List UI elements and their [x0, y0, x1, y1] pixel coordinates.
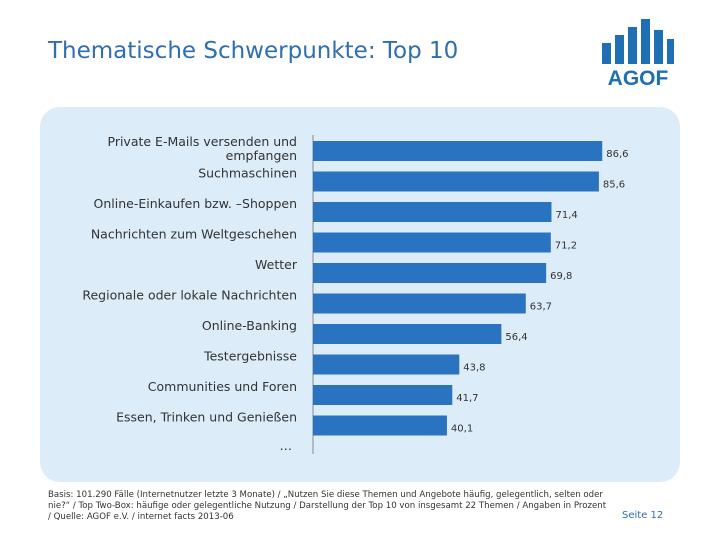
- category-label: Nachrichten zum Weltgeschehen: [91, 227, 297, 242]
- data-label: 63,7: [530, 302, 552, 313]
- bar: [313, 171, 599, 192]
- page-title: Thematische Schwerpunkte: Top 10: [48, 38, 459, 64]
- category-label: Online-Banking: [202, 318, 297, 333]
- data-label: 69,8: [550, 271, 572, 282]
- data-label: 71,2: [555, 241, 577, 252]
- more-categories-label: …: [280, 438, 293, 453]
- bar: [313, 324, 502, 344]
- data-label: 56,4: [505, 332, 527, 343]
- agof-logo-icon: AGOF: [602, 19, 674, 90]
- bar: [313, 141, 603, 161]
- bar: [313, 202, 552, 222]
- agof-logo: AGOF: [598, 16, 678, 90]
- data-label: 40,1: [451, 424, 473, 435]
- bar: [313, 232, 551, 253]
- category-label: Essen, Trinken und Genießen: [116, 410, 297, 425]
- bar: [313, 263, 547, 283]
- page-number: Seite 12: [622, 510, 664, 521]
- bar: [313, 385, 453, 405]
- footnote: Basis: 101.290 Fälle (Internetnutzer let…: [48, 490, 607, 522]
- category-label: Suchmaschinen: [198, 166, 297, 181]
- data-label: 71,4: [555, 210, 577, 221]
- data-label: 41,7: [456, 393, 478, 404]
- bar: [313, 415, 447, 436]
- category-label: Online-Einkaufen bzw. –Shoppen: [94, 196, 297, 211]
- bar: [313, 293, 526, 314]
- logo-text: AGOF: [608, 67, 669, 88]
- category-label: Testergebnisse: [203, 349, 297, 364]
- data-label: 85,6: [603, 180, 625, 191]
- bar: [313, 354, 460, 375]
- category-label: Wetter: [255, 257, 298, 272]
- data-label: 43,8: [463, 363, 485, 374]
- category-label: Regionale oder lokale Nachrichten: [82, 288, 297, 303]
- data-label: 86,6: [606, 149, 628, 160]
- category-label: Private E-Mails versenden und empfangen: [108, 134, 298, 163]
- category-label: Communities und Foren: [148, 379, 297, 394]
